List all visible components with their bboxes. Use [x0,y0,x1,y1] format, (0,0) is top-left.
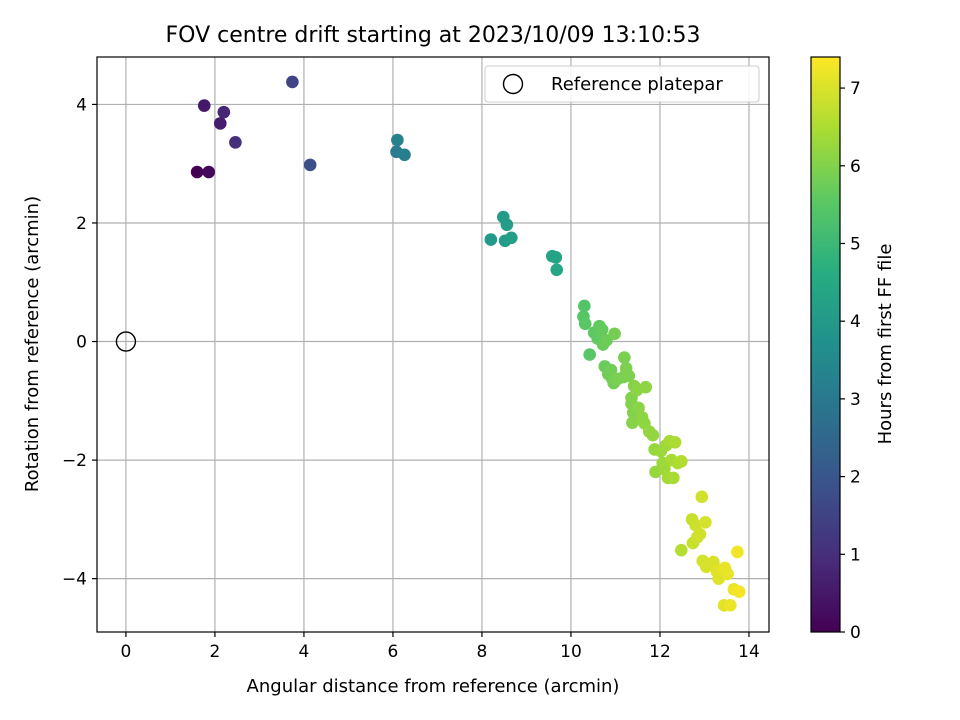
y-tick-label: −4 [62,570,87,590]
data-point [578,299,591,313]
data-point [632,401,645,415]
data-point [202,165,216,179]
data-point [675,543,688,557]
data-point [626,416,639,430]
data-point [707,555,720,569]
chart-title: FOV centre drift starting at 2023/10/09 … [166,23,701,48]
data-point [699,516,712,529]
data-point [721,567,734,581]
data-point [229,136,242,149]
colorbar: 0 1 2 3 4 5 6 7 Hours from first FF file [810,56,896,643]
colorbar-tick-label: 5 [850,234,861,254]
data-point [197,99,211,112]
data-point [583,348,596,361]
data-point [484,233,498,246]
data-point [595,323,609,336]
data-point [217,105,231,119]
x-tick-label: 12 [649,642,671,662]
legend-label: Reference platepar [551,74,723,95]
data-point [667,471,680,485]
y-axis-label: Rotation from reference (arcmin) [22,196,43,492]
data-point [578,317,592,331]
colorbar-tick-label: 6 [850,157,861,177]
y-tick-label: 0 [76,333,87,353]
data-point [618,351,631,364]
data-point [505,231,518,245]
colorbar-gradient [810,56,841,633]
data-point [550,263,564,277]
grid-lines [97,57,769,632]
colorbar-ticks: 0 1 2 3 4 5 6 7 [840,79,861,643]
data-point [731,545,744,559]
data-point [693,527,707,541]
data-point [723,599,737,612]
data-point [608,327,621,341]
colorbar-tick-label: 0 [850,623,861,643]
data-point [303,158,317,172]
data-points [115,75,746,612]
x-tick-label: 6 [388,642,399,662]
x-tick-label: 8 [477,642,488,662]
colorbar-tick-label: 1 [850,545,861,565]
plot-frame [96,56,770,633]
x-axis-ticks: 0 2 4 6 8 10 12 14 [121,632,760,662]
colorbar-tick-label: 3 [850,390,861,410]
data-point [391,133,404,147]
legend-box [484,65,760,103]
colorbar-tick-label: 2 [850,468,861,488]
data-point [695,490,709,504]
colorbar-tick-label: 7 [850,79,861,99]
data-point [622,369,636,383]
data-point [549,251,563,264]
y-tick-label: 4 [76,95,87,115]
data-point [500,218,514,232]
data-point [668,436,682,449]
y-tick-label: −2 [62,451,87,471]
x-tick-label: 0 [121,642,132,662]
data-point [639,380,653,394]
x-tick-label: 10 [560,642,582,662]
data-point [398,148,411,162]
colorbar-label: Hours from first FF file [875,244,896,445]
legend: Reference platepar [484,65,760,103]
y-tick-label: 2 [76,214,87,234]
data-point [213,117,227,130]
reference-point [115,331,137,352]
y-axis-ticks: −4 −2 0 2 4 [62,95,97,590]
data-point [675,454,688,468]
data-point [190,165,204,179]
x-axis-label: Angular distance from reference (arcmin) [247,676,620,697]
data-point [646,428,660,442]
data-point [286,75,299,89]
x-tick-label: 2 [210,642,221,662]
data-point [732,585,746,598]
x-tick-label: 14 [738,642,760,662]
colorbar-tick-label: 4 [850,312,861,332]
x-tick-label: 4 [299,642,310,662]
legend-marker-icon [502,73,524,95]
